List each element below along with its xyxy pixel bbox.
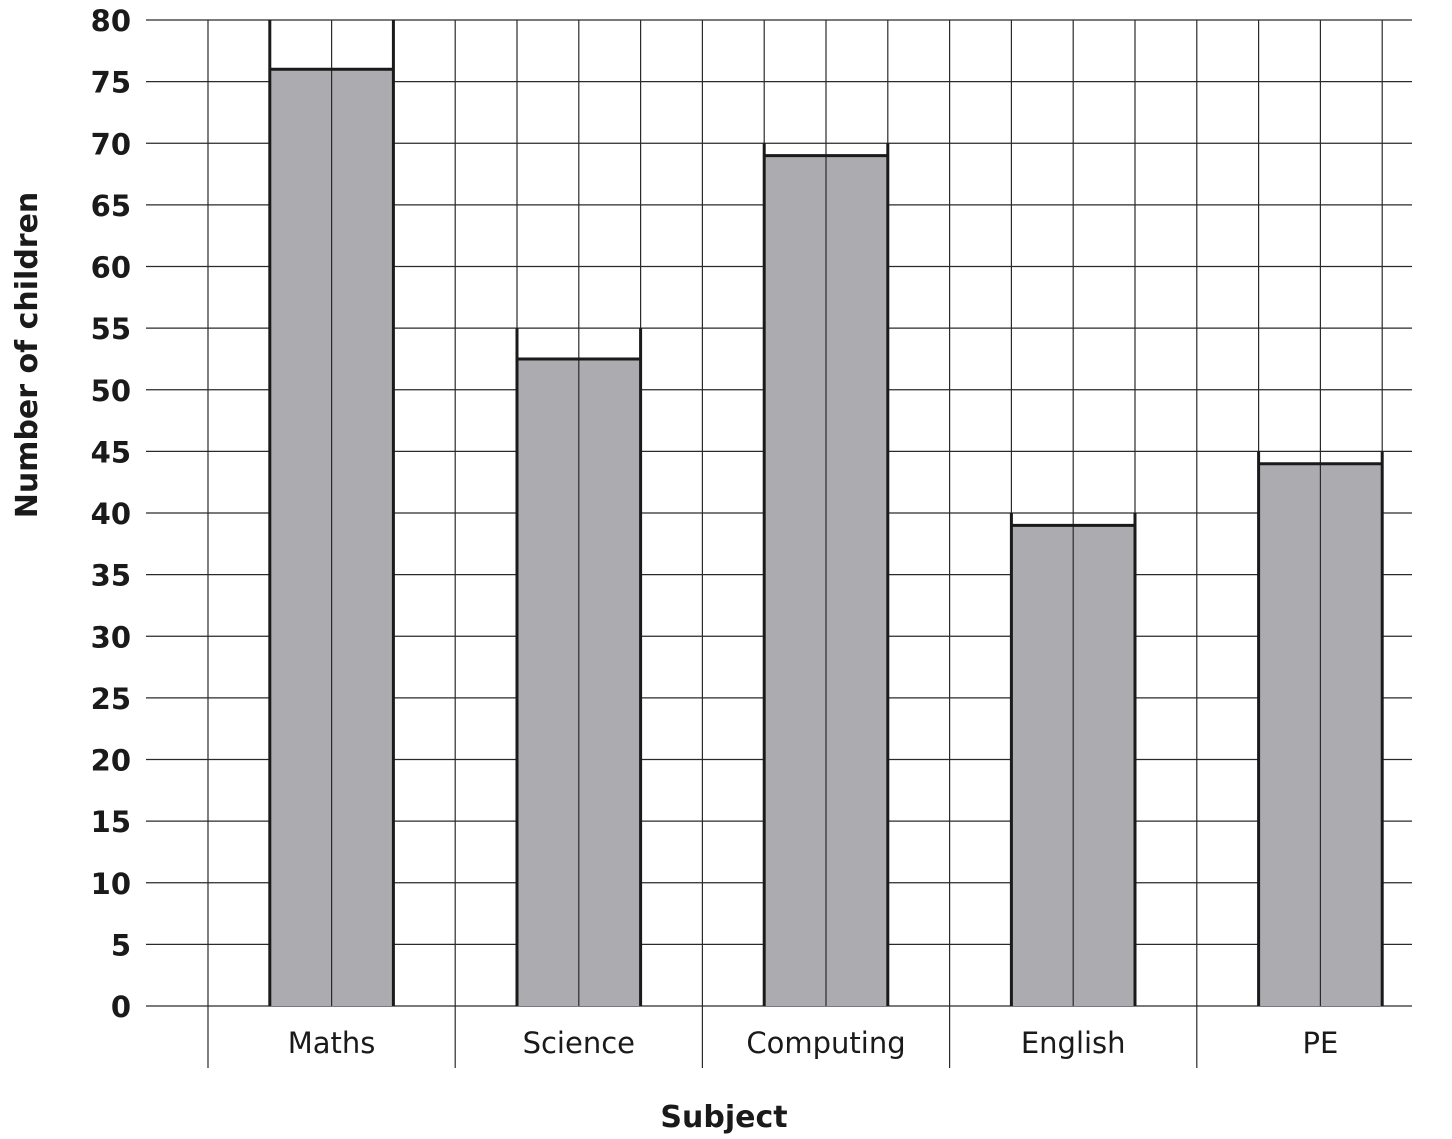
y-tick-label: 45 bbox=[91, 435, 131, 469]
y-tick-label: 50 bbox=[91, 374, 131, 408]
y-tick-label: 40 bbox=[91, 497, 131, 531]
x-tick-label: Science bbox=[523, 1026, 635, 1060]
x-tick-label: Computing bbox=[746, 1026, 905, 1060]
y-axis-title: Number of children bbox=[10, 192, 45, 519]
bar-science bbox=[515, 328, 643, 1006]
y-tick-label: 70 bbox=[91, 127, 131, 161]
y-tick-label: 10 bbox=[91, 867, 131, 901]
y-tick-label: 75 bbox=[91, 66, 131, 100]
y-tick-label: 0 bbox=[111, 990, 131, 1024]
x-axis-ticks: Maths Science Computing English PE bbox=[288, 1026, 1339, 1060]
y-tick-label: 80 bbox=[91, 4, 131, 38]
y-tick-label: 20 bbox=[91, 744, 131, 778]
y-tick-label: 30 bbox=[91, 620, 131, 654]
x-axis-title: Subject bbox=[660, 1100, 787, 1135]
bar-pe bbox=[1257, 451, 1384, 1006]
y-tick-label: 5 bbox=[111, 928, 131, 962]
y-tick-label: 35 bbox=[91, 559, 131, 593]
bar-computing bbox=[762, 143, 890, 1006]
bars bbox=[268, 20, 1384, 1007]
y-tick-label: 65 bbox=[91, 189, 131, 223]
bar-english bbox=[1009, 513, 1137, 1006]
y-tick-label: 15 bbox=[91, 805, 131, 839]
bar-maths bbox=[268, 20, 395, 1007]
x-tick-label: English bbox=[1021, 1026, 1126, 1060]
x-tick-label: PE bbox=[1302, 1026, 1338, 1060]
x-tick-label: Maths bbox=[288, 1026, 376, 1060]
y-tick-label: 60 bbox=[91, 251, 131, 285]
y-tick-label: 25 bbox=[91, 682, 131, 716]
y-axis-ticks: 0 5 10 15 20 25 30 35 40 45 50 55 60 65 70 75 80 bbox=[91, 4, 131, 1024]
y-tick-label: 55 bbox=[91, 312, 131, 346]
